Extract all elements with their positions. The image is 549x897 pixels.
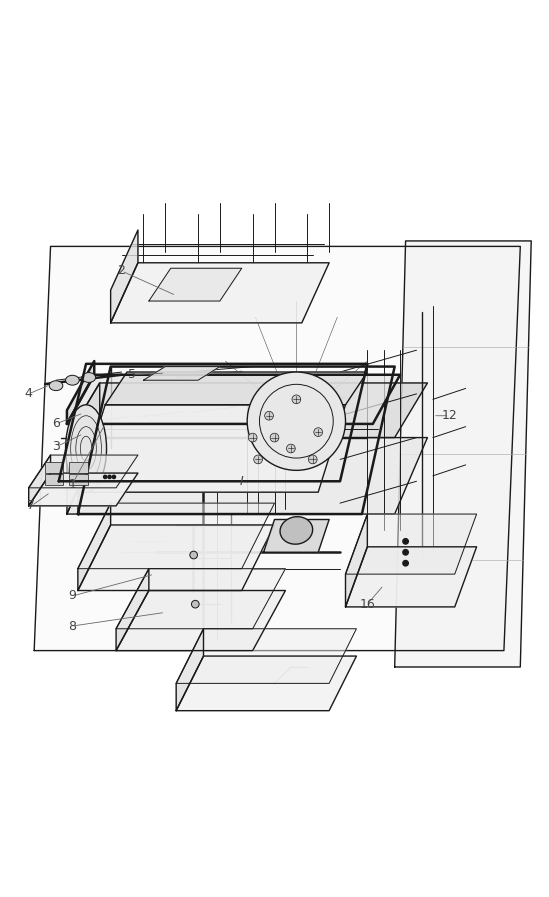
Text: 5: 5 [128,369,137,381]
Text: 12: 12 [441,409,457,422]
Ellipse shape [65,405,107,492]
Ellipse shape [280,517,313,544]
FancyBboxPatch shape [44,475,63,484]
Polygon shape [345,514,477,574]
Polygon shape [111,230,138,323]
Polygon shape [176,629,204,710]
Text: 1: 1 [69,477,76,491]
Circle shape [314,428,323,437]
Text: 6: 6 [52,417,60,431]
Polygon shape [395,241,531,667]
Polygon shape [143,367,220,380]
Polygon shape [67,438,428,514]
Polygon shape [345,514,367,607]
Polygon shape [29,473,138,506]
FancyBboxPatch shape [44,462,63,473]
Polygon shape [78,503,274,569]
FancyBboxPatch shape [69,462,88,473]
Polygon shape [149,268,242,301]
Text: 9: 9 [69,589,76,603]
Polygon shape [67,383,100,514]
Text: 4: 4 [25,388,32,400]
Polygon shape [264,519,329,553]
Circle shape [309,455,317,464]
Polygon shape [78,525,274,590]
Circle shape [403,561,408,566]
Polygon shape [116,569,149,650]
Polygon shape [78,405,345,492]
Circle shape [247,372,345,470]
Polygon shape [116,569,285,629]
Circle shape [403,550,408,555]
Ellipse shape [49,380,63,390]
Text: 8: 8 [69,620,76,632]
Polygon shape [345,547,477,607]
Polygon shape [78,503,111,590]
Circle shape [113,475,115,478]
Polygon shape [67,383,428,438]
Circle shape [265,412,273,420]
Circle shape [287,444,295,453]
Ellipse shape [65,375,79,385]
Polygon shape [105,372,367,405]
Polygon shape [67,375,400,424]
Circle shape [104,475,107,478]
Circle shape [403,538,408,544]
Polygon shape [29,455,138,488]
Circle shape [292,395,301,404]
Text: 2: 2 [117,265,126,277]
Circle shape [108,475,111,478]
Text: 7: 7 [27,500,36,512]
Polygon shape [34,247,520,650]
Polygon shape [111,263,329,323]
Circle shape [248,433,257,442]
Text: I: I [240,475,244,488]
FancyBboxPatch shape [69,475,88,484]
Polygon shape [176,656,356,710]
Polygon shape [116,590,285,650]
Polygon shape [176,629,356,684]
Circle shape [254,455,262,464]
Text: 16: 16 [360,597,375,611]
Circle shape [192,600,199,608]
Circle shape [270,433,279,442]
Polygon shape [67,361,94,424]
Polygon shape [29,455,51,506]
Circle shape [190,551,198,559]
Text: 3: 3 [52,440,60,453]
Ellipse shape [82,372,96,382]
